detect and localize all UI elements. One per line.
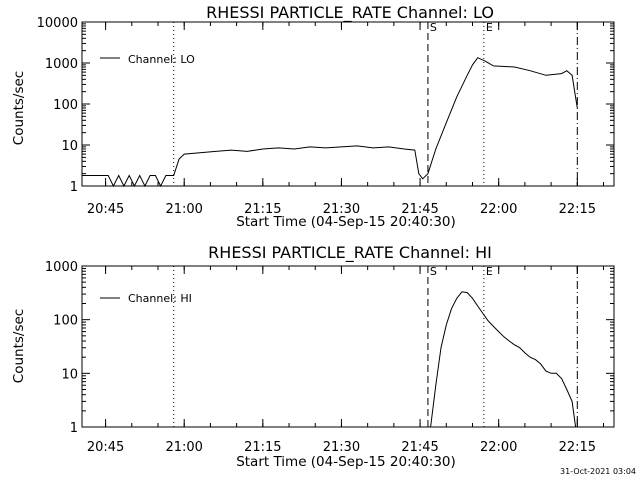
x-tick-label-hi: 21:15 (244, 440, 281, 455)
plot-frame-hi (81, 265, 615, 428)
y-tick-label-lo: 1000 (45, 57, 78, 72)
y-axis-label-lo: Counts/sec (11, 71, 27, 145)
x-axis-label-lo: Start Time (04-Sep-15 20:40:30) (236, 214, 456, 230)
x-tick-label-lo: 22:15 (559, 202, 596, 217)
marker-label-e-hi: E (486, 265, 493, 278)
marker-label-s-hi: S (430, 265, 437, 278)
y-tick-label-lo: 10000 (37, 16, 78, 31)
x-tick-label-hi: 21:00 (165, 440, 202, 455)
y-tick-label-hi: 1000 (45, 260, 78, 275)
x-tick-label-hi: 21:30 (323, 440, 360, 455)
legend-label-lo: Channel: LO (128, 53, 195, 66)
y-tick-label-lo: 10 (61, 139, 78, 154)
x-tick-label-hi: 21:45 (401, 440, 438, 455)
x-tick-label-hi: 20:45 (87, 440, 124, 455)
series-line-hi (430, 291, 577, 428)
x-tick-label-lo: 20:45 (87, 202, 124, 217)
series-line-lo (82, 57, 578, 188)
y-tick-label-hi: 1 (70, 421, 78, 436)
y-axis-label-hi: Counts/sec (11, 309, 27, 383)
x-tick-label-lo: 21:00 (165, 202, 202, 217)
x-tick-label-lo: 21:15 (244, 202, 281, 217)
x-tick-label-hi: 22:00 (480, 440, 517, 455)
y-tick-label-lo: 1 (70, 180, 78, 195)
chart-title-lo: RHESSI PARTICLE_RATE Channel: LO (206, 3, 494, 23)
x-axis-label-hi: Start Time (04-Sep-15 20:40:30) (236, 454, 456, 470)
marker-label-s-lo: S (430, 21, 437, 34)
legend-label-hi: Channel: HI (128, 292, 192, 305)
x-tick-label-lo: 21:45 (401, 202, 438, 217)
y-tick-label-lo: 100 (53, 98, 78, 113)
marker-label-e-lo: E (486, 21, 493, 34)
y-tick-label-hi: 100 (53, 314, 78, 329)
footer-timestamp: 31-Oct-2021 03:04 (560, 467, 636, 476)
y-tick-label-hi: 10 (61, 367, 78, 382)
x-tick-label-lo: 21:30 (323, 202, 360, 217)
chart-title-hi: RHESSI PARTICLE_RATE Channel: HI (208, 243, 492, 263)
x-tick-label-lo: 22:00 (480, 202, 517, 217)
x-tick-label-hi: 22:15 (559, 440, 596, 455)
